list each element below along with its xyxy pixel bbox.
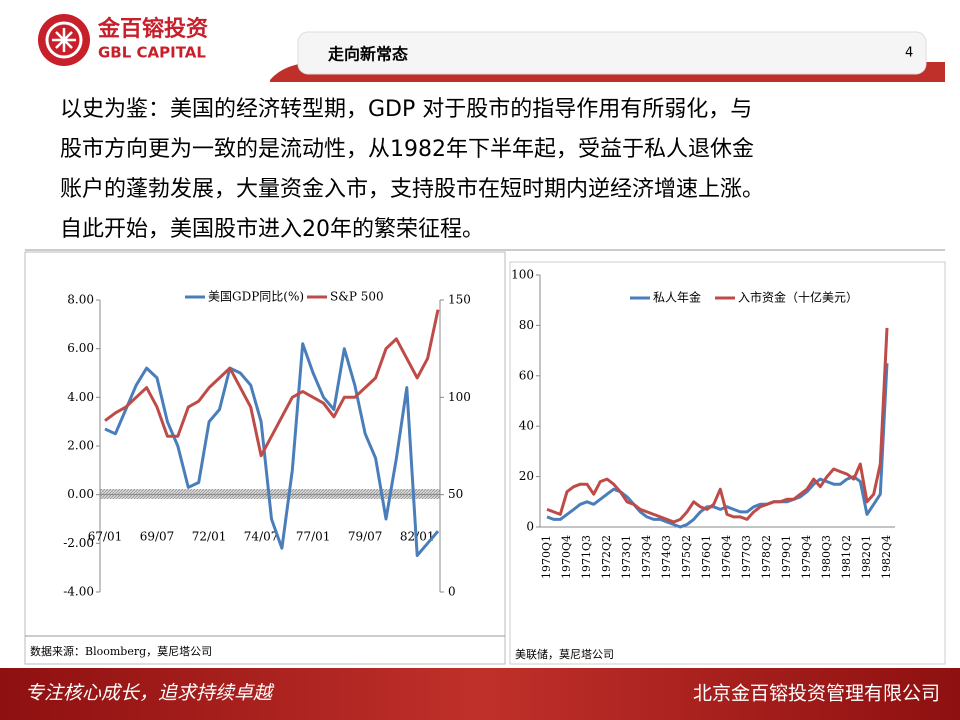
y-tick-label: -2.00 [63, 536, 94, 550]
x-tick-label: 1982Q1 [860, 535, 873, 579]
x-tick-label: 1982Q4 [880, 535, 893, 579]
x-tick-label: 1980Q3 [820, 535, 833, 579]
logo-name: 金百镕投资 [97, 16, 208, 42]
x-tick-label: 1973Q1 [620, 535, 633, 579]
header-title: 走向新常态 [327, 45, 408, 64]
chart-panel [509, 261, 946, 665]
y2-tick-label: 50 [448, 487, 463, 501]
x-tick-label: 1972Q2 [600, 535, 613, 579]
x-tick-label: 79/07 [348, 530, 383, 544]
y2-tick-label: 100 [448, 390, 471, 404]
y2-tick-label: 0 [448, 585, 456, 599]
y-tick-label: 60 [519, 368, 534, 382]
body-line: 账户的蓬勃发展，大量资金入市，支持股市在短时期内逆经济增速上涨。 [60, 177, 764, 202]
x-tick-label: 1976Q4 [720, 535, 733, 579]
x-tick-label: 1970Q1 [540, 535, 553, 579]
legend-label: 入市资金（十亿美元） [738, 290, 858, 305]
body-line: 股市方向更为一致的是流动性，从1982年下半年起，受益于私人退休金 [60, 137, 754, 162]
y-tick-label: 80 [519, 318, 534, 332]
x-tick-label: 67/01 [88, 530, 123, 544]
x-tick-label: 74/07 [244, 530, 279, 544]
chart-source: 数据来源：Bloomberg，莫尼塔公司 [30, 644, 212, 658]
series-line [104, 342, 440, 557]
x-tick-label: 1981Q2 [840, 535, 853, 579]
y-tick-label: 0.00 [67, 487, 94, 501]
x-tick-label: 1979Q1 [780, 535, 793, 579]
y-tick-label: 2.00 [67, 439, 94, 453]
y-tick-label: 0 [526, 520, 534, 534]
x-tick-label: 1978Q2 [760, 535, 773, 579]
x-tick-label: 1971Q3 [580, 535, 593, 579]
page-number: 4 [905, 46, 913, 61]
logo-ring [45, 21, 83, 59]
x-tick-label: 72/01 [192, 530, 227, 544]
y-tick-label: 20 [519, 469, 534, 483]
legend-label: 私人年金 [653, 290, 701, 305]
legend-label: 美国GDP同比(%) [208, 290, 304, 304]
legend-label: S&P 500 [330, 290, 384, 304]
body-line: 自此开始，美国股市进入20年的繁荣征程。 [60, 217, 484, 242]
body-line: 以史为鉴：美国的经济转型期，GDP 对于股市的指导作用有所弱化，与 [60, 97, 752, 122]
x-tick-label: 1977Q3 [740, 535, 753, 579]
y-tick-label: 4.00 [67, 390, 94, 404]
chart-source: 美联储，莫尼塔公司 [515, 647, 614, 661]
y-tick-label: 8.00 [67, 293, 94, 307]
series-line [546, 363, 889, 529]
series-line [104, 309, 440, 458]
footer-band [0, 668, 960, 720]
logo-mark [52, 28, 76, 52]
footer-slogan: 专注核心成长，追求持续卓越 [25, 682, 275, 704]
x-tick-label: 1976Q1 [700, 535, 713, 579]
x-tick-label: 1973Q4 [640, 535, 653, 579]
series-line [546, 327, 889, 524]
y-tick-label: 100 [511, 268, 534, 282]
logo-english: GBL CAPITAL [98, 44, 206, 62]
y-tick-label: 6.00 [67, 341, 94, 355]
y2-tick-label: 150 [448, 293, 471, 307]
y-tick-label: 40 [519, 419, 534, 433]
y-tick-label: -4.00 [63, 585, 94, 599]
x-tick-label: 1979Q4 [800, 535, 813, 579]
x-tick-label: 1970Q4 [560, 535, 573, 579]
x-tick-label: 1975Q2 [680, 535, 693, 579]
x-tick-label: 1974Q3 [660, 535, 673, 579]
header-box [297, 31, 927, 75]
x-tick-label: 69/07 [140, 530, 175, 544]
x-tick-label: 77/01 [296, 530, 331, 544]
footer-company: 北京金百镕投资管理有限公司 [693, 683, 940, 705]
